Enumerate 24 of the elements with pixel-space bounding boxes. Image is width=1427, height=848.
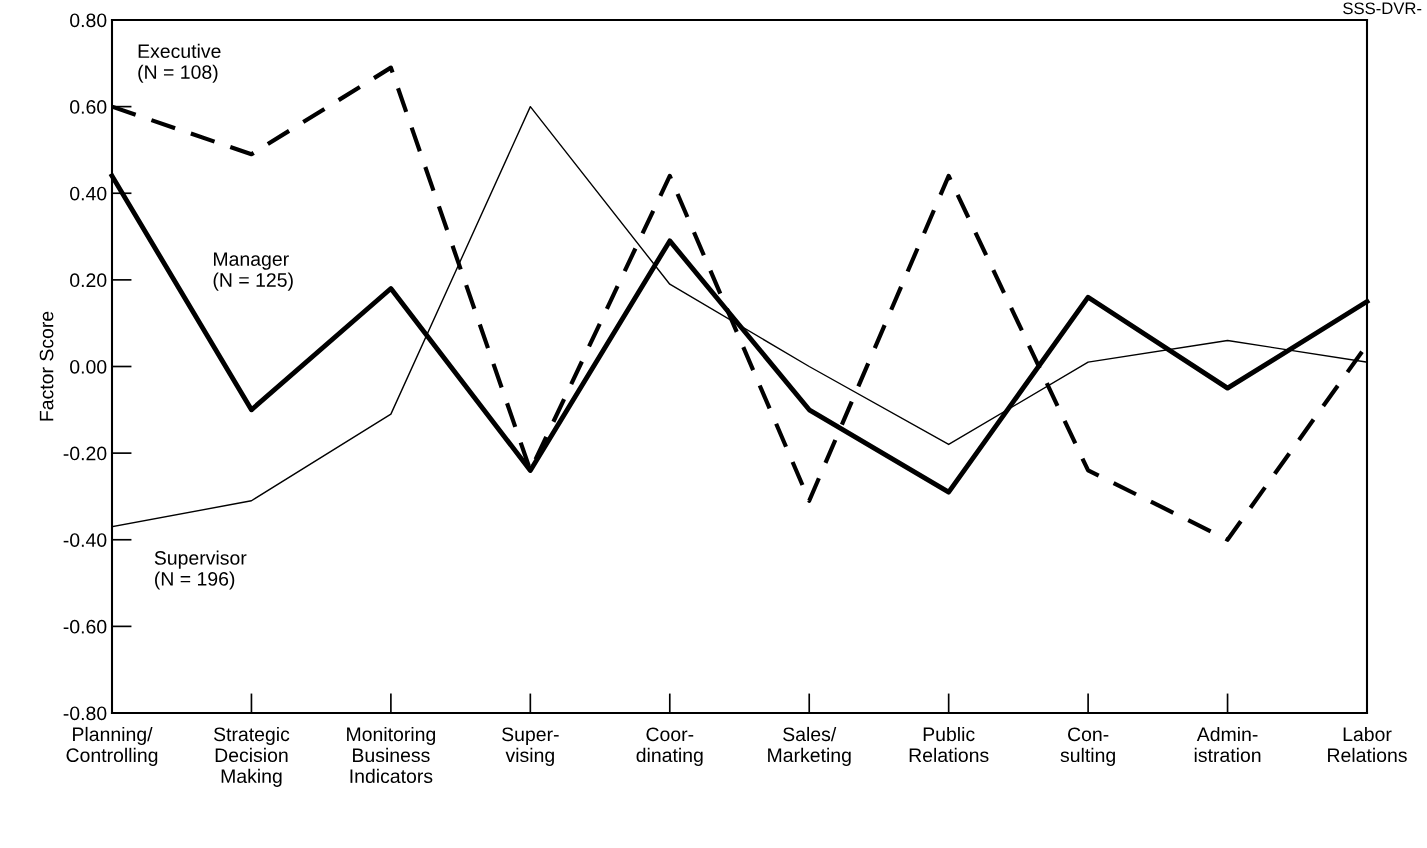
x-tick-label: Strategic Decision Making [213,726,290,787]
x-tick-label: Sales/ Marketing [768,726,851,766]
y-tick-label: 0.60 [70,100,107,114]
y-tick-label: 0.40 [70,186,107,201]
y-tick-label: 0.80 [70,13,107,28]
x-tick-label: Con- sulting [1060,727,1115,766]
y-tick-label: -0.20 [63,446,107,461]
x-tick-label: Coor- dinating [636,727,703,766]
x-tick-label: Labor Relations [1328,726,1407,763]
y-tick-label: -0.80 [63,706,107,721]
y-axis-title: Factor Score [39,311,54,421]
x-tick-label: Planning/ Controlling [66,726,158,766]
series-label: Executive (N = 108) [138,43,221,83]
text: SSS-DVR- [1343,2,1422,15]
x-tick-label: Admin- istration [1194,726,1261,763]
x-tick-label: Monitoring Business Indicators [347,726,436,784]
y-tick-label: 0.00 [70,359,107,374]
y-tick-label: 0.20 [70,273,107,288]
x-tick-label: Public Relations [909,726,989,763]
series-label: Supervisor (N = 196) [154,550,247,590]
series-label: Manager (N = 125) [213,252,293,291]
y-tick-label: -0.40 [63,533,107,547]
y-tick-label: -0.60 [63,619,107,634]
x-tick-label: Super- vising [502,727,559,766]
